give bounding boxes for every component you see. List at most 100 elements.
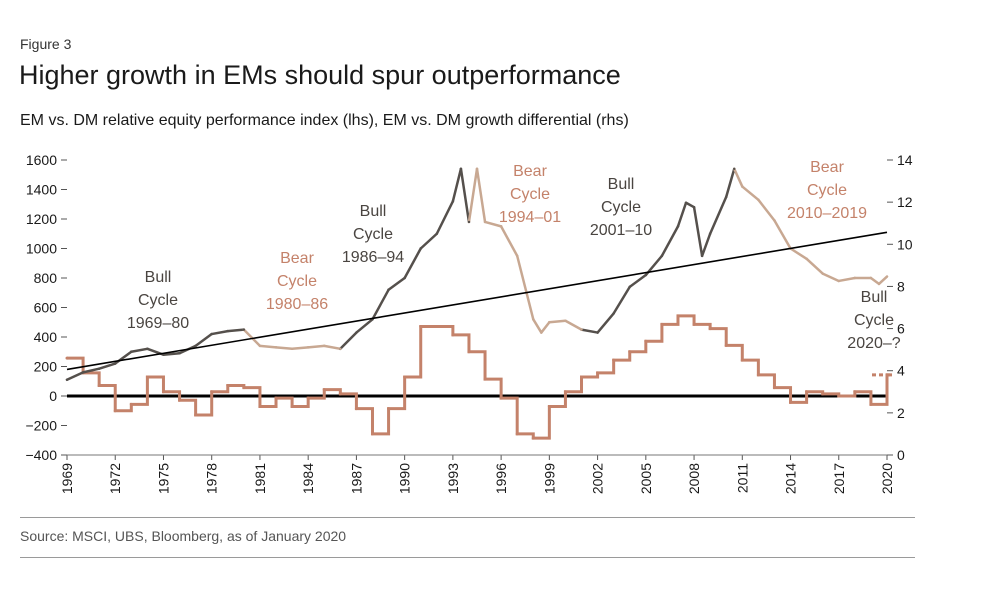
- performance-index-segment: [459, 167, 471, 224]
- performance-index-point: [733, 167, 736, 171]
- x-tick-label: 1972: [107, 463, 123, 494]
- performance-index-point: [146, 347, 149, 350]
- cycle-annotation-line: Bear: [280, 250, 314, 267]
- growth-point: [242, 386, 246, 390]
- growth-point: [210, 390, 214, 394]
- performance-index-point: [290, 347, 294, 350]
- growth-point: [499, 396, 503, 400]
- performance-index-segment: [194, 332, 213, 348]
- performance-index-segment: [419, 232, 439, 250]
- cycle-annotation: Bear Cycle 2010–2019: [787, 159, 867, 222]
- growth-point: [628, 350, 632, 354]
- x-tick-label: 1996: [493, 463, 509, 494]
- performance-index-point: [612, 312, 615, 315]
- performance-index-segment: [548, 319, 567, 324]
- performance-index-segment: [724, 167, 736, 199]
- performance-index-point: [387, 288, 390, 291]
- performance-index-segment: [612, 285, 631, 315]
- cycle-annotation-line: 1994–01: [499, 209, 561, 226]
- growth-point: [837, 394, 841, 398]
- performance-index-point: [676, 225, 680, 228]
- performance-index-point: [708, 232, 712, 235]
- performance-index-segment: [435, 200, 455, 235]
- performance-index-segment: [628, 273, 648, 289]
- growth-point: [596, 371, 600, 375]
- performance-index-point: [773, 219, 776, 222]
- cycle-annotation-line: Cycle: [854, 312, 894, 329]
- growth-point: [676, 314, 680, 318]
- performance-index-point: [885, 275, 889, 278]
- cycle-annotation-line: 1986–94: [342, 249, 404, 266]
- performance-index-point: [451, 200, 455, 203]
- growth-point: [853, 390, 857, 394]
- y-right-tick-label: 8: [897, 278, 905, 294]
- performance-index-segment: [789, 247, 808, 261]
- performance-index-segment: [837, 276, 857, 283]
- performance-index-point: [580, 328, 583, 331]
- performance-index-segment: [81, 367, 101, 374]
- bottom-divider: [20, 557, 915, 558]
- performance-index-point: [741, 185, 744, 188]
- performance-index-point: [65, 378, 69, 381]
- y-left-tick-label: 400: [34, 329, 58, 345]
- performance-index-segment: [162, 351, 181, 356]
- cycle-annotation-line: 2020–?: [847, 335, 900, 352]
- performance-index-segment: [733, 167, 744, 188]
- performance-index-point: [81, 371, 85, 374]
- performance-index-point: [483, 220, 487, 224]
- y-right-tick-label: 2: [897, 405, 905, 421]
- growth-point: [97, 383, 101, 387]
- performance-index-point: [564, 319, 567, 322]
- x-tick-label: 1990: [397, 463, 413, 494]
- x-tick-label: 1993: [445, 463, 461, 494]
- y-left-tick-label: 600: [34, 300, 58, 316]
- performance-index-point: [757, 198, 760, 202]
- cycle-annotation-line: 2010–2019: [787, 205, 867, 222]
- performance-index-point: [700, 254, 704, 258]
- growth-point: [113, 409, 117, 413]
- performance-index-segment: [274, 346, 294, 351]
- growth-point: [290, 405, 294, 409]
- performance-index-point: [467, 220, 471, 224]
- growth-point: [338, 392, 342, 396]
- performance-index-point: [660, 254, 664, 258]
- performance-index-segment: [692, 205, 704, 258]
- performance-index-point: [403, 276, 406, 280]
- y-left-tick-label: 1600: [26, 152, 57, 168]
- performance-index-segment: [773, 219, 792, 250]
- performance-index-segment: [532, 318, 543, 334]
- performance-index-point: [130, 350, 133, 353]
- performance-index-segment: [467, 167, 479, 224]
- performance-index-point: [459, 167, 463, 171]
- source-divider: [20, 517, 915, 518]
- performance-index-segment: [708, 195, 728, 235]
- growth-point: [145, 375, 149, 379]
- growth-point: [258, 405, 262, 409]
- y-right-tick-label: 14: [897, 152, 913, 168]
- figure-label: Figure 3: [20, 36, 72, 52]
- x-tick-label: 2008: [686, 463, 702, 494]
- cycle-annotation-line: Bull: [608, 176, 635, 193]
- cycle-annotation-line: Cycle: [807, 182, 847, 199]
- growth-point: [451, 333, 455, 337]
- performance-index-segment: [290, 346, 310, 351]
- cycle-annotation: Bull Cycle 2020–?: [847, 289, 900, 352]
- performance-index-point: [644, 273, 648, 277]
- performance-index-point: [628, 285, 631, 289]
- performance-index-segment: [323, 344, 342, 351]
- growth-point: [322, 388, 326, 392]
- performance-index-segment: [355, 318, 374, 334]
- performance-index-segment: [515, 254, 535, 321]
- performance-index-segment: [684, 201, 696, 209]
- performance-index-point: [805, 257, 808, 261]
- performance-index-segment: [877, 275, 889, 286]
- growth-point: [644, 339, 648, 343]
- cycle-annotation-line: Cycle: [601, 199, 641, 216]
- growth-point: [708, 327, 712, 331]
- cycle-annotation-line: Bear: [513, 163, 547, 180]
- y-right-tick-label: 6: [897, 321, 905, 337]
- performance-index-segment: [97, 362, 117, 370]
- x-tick-label: 2005: [638, 463, 654, 494]
- cycle-annotation: Bear Cycle 1994–01: [499, 163, 561, 226]
